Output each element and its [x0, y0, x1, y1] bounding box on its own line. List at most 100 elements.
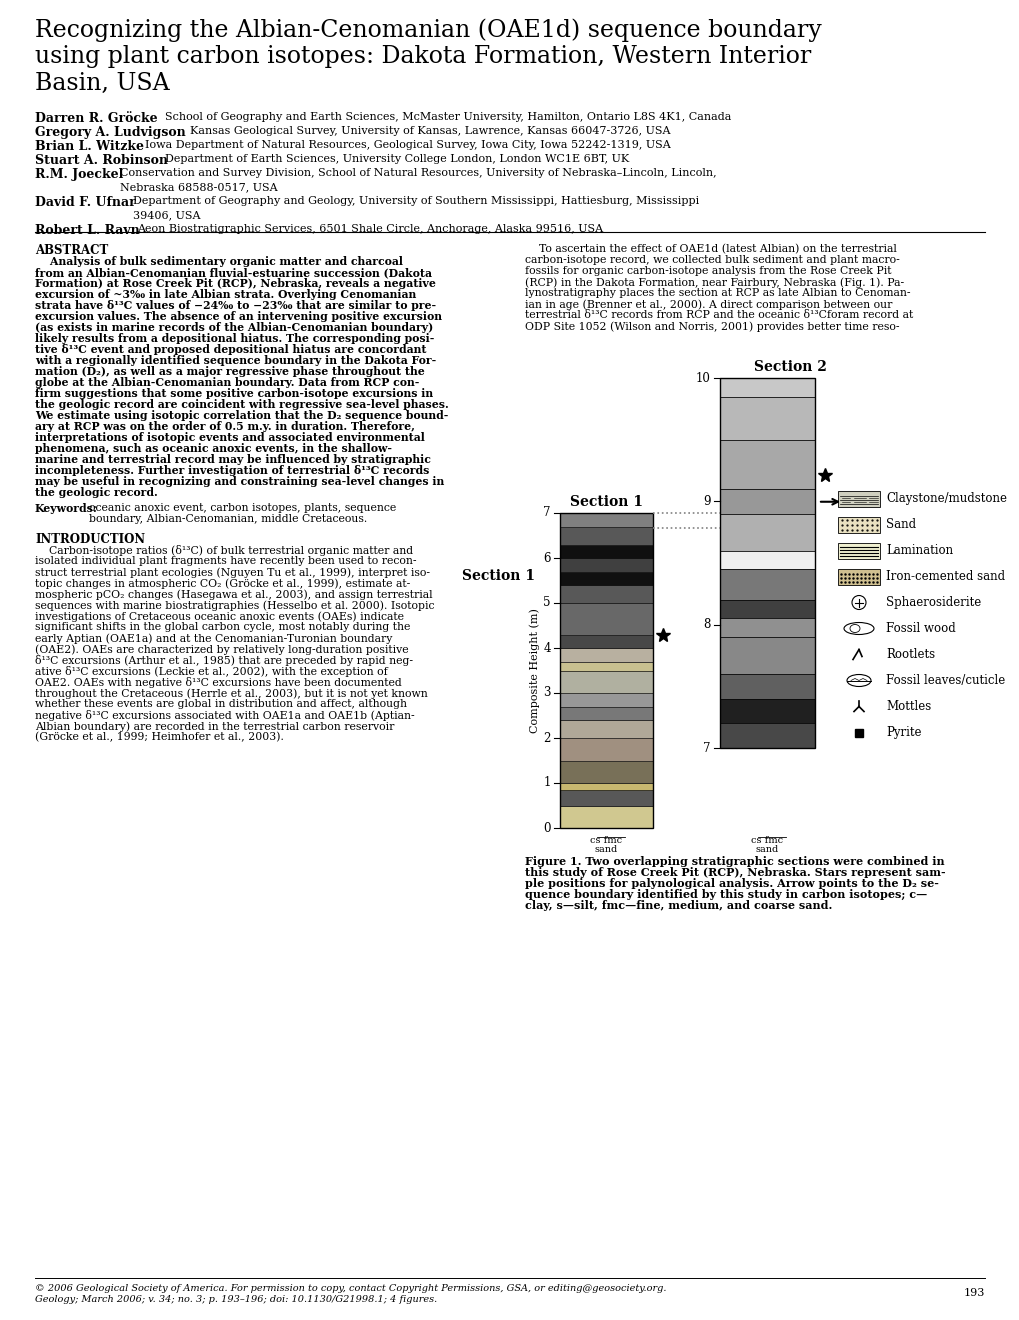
Bar [719, 378, 814, 396]
Bar [559, 527, 652, 544]
Text: Formation) at Rose Creek Pit (RCP), Nebraska, reveals a negative: Formation) at Rose Creek Pit (RCP), Nebr… [35, 279, 435, 289]
Text: INTRODUCTION: INTRODUCTION [35, 533, 145, 546]
Text: Section 2: Section 2 [753, 360, 825, 374]
Text: Section 1: Section 1 [570, 495, 642, 510]
Text: (RCP) in the Dakota Formation, near Fairbury, Nebraska (Fig. 1). Pa-: (RCP) in the Dakota Formation, near Fair… [525, 277, 903, 288]
Bar [719, 396, 814, 440]
Text: using plant carbon isotopes: Dakota Formation, Western Interior: using plant carbon isotopes: Dakota Form… [35, 45, 810, 69]
Bar [719, 378, 814, 748]
Text: mation (D₂), as well as a major regressive phase throughout the: mation (D₂), as well as a major regressi… [35, 366, 424, 378]
Bar [559, 558, 652, 572]
Text: firm suggestions that some positive carbon-isotope excursions in: firm suggestions that some positive carb… [35, 388, 433, 399]
Bar [559, 789, 652, 805]
Text: Mottles: Mottles [886, 700, 930, 713]
Text: δ¹³C excursions (Arthur et al., 1985) that are preceded by rapid neg-: δ¹³C excursions (Arthur et al., 1985) th… [35, 655, 413, 667]
Text: Iowa Department of Natural Resources, Geological Survey, Iowa City, Iowa 52242-1: Iowa Department of Natural Resources, Ge… [145, 140, 671, 150]
Bar [559, 738, 652, 760]
Text: Robert L. Ravn: Robert L. Ravn [35, 224, 140, 238]
Text: throughout the Cretaceous (Herrle et al., 2003), but it is not yet known: throughout the Cretaceous (Herrle et al.… [35, 688, 427, 698]
Text: phenomena, such as oceanic anoxic events, in the shallow-: phenomena, such as oceanic anoxic events… [35, 444, 391, 454]
Bar [719, 550, 814, 569]
Bar [559, 783, 652, 789]
Bar [559, 760, 652, 783]
Bar [559, 693, 652, 706]
Bar [838, 543, 879, 558]
Text: isolated individual plant fragments have recently been used to recon-: isolated individual plant fragments have… [35, 556, 416, 566]
Text: struct terrestrial plant ecologies (Nguyen Tu et al., 1999), interpret iso-: struct terrestrial plant ecologies (Nguy… [35, 568, 430, 578]
Text: boundary, Albian-Cenomanian, middle Cretaceous.: boundary, Albian-Cenomanian, middle Cret… [89, 513, 367, 524]
Text: likely results from a depositional hiatus. The corresponding posi-: likely results from a depositional hiatu… [35, 333, 434, 345]
Text: incompleteness. Further investigation of terrestrial δ¹³C records: incompleteness. Further investigation of… [35, 465, 429, 477]
Text: 5: 5 [543, 597, 550, 610]
Text: 1: 1 [543, 776, 550, 789]
Text: Conservation and Survey Division, School of Natural Resources, University of Neb: Conservation and Survey Division, School… [120, 168, 716, 178]
Text: ABSTRACT: ABSTRACT [35, 244, 108, 257]
Bar [559, 706, 652, 719]
Text: fossils for organic carbon-isotope analysis from the Rose Creek Pit: fossils for organic carbon-isotope analy… [525, 267, 891, 276]
Text: strata have δ¹³C values of −24‰ to −23‰ that are similar to pre-: strata have δ¹³C values of −24‰ to −23‰ … [35, 300, 436, 312]
Text: Sand: Sand [886, 517, 915, 531]
Text: 3: 3 [543, 686, 550, 700]
Text: carbon-isotope record, we collected bulk sediment and plant macro-: carbon-isotope record, we collected bulk… [525, 255, 899, 265]
Text: Basin, USA: Basin, USA [35, 73, 169, 95]
Bar [559, 544, 652, 558]
Text: clay, s—silt, fmc—fine, medium, and coarse sand.: clay, s—silt, fmc—fine, medium, and coar… [525, 900, 832, 911]
Text: 4: 4 [543, 642, 550, 655]
Text: Lamination: Lamination [886, 544, 952, 557]
Text: Fossil wood: Fossil wood [886, 622, 955, 635]
Text: excursion of ~3‰ in late Albian strata. Overlying Cenomanian: excursion of ~3‰ in late Albian strata. … [35, 289, 416, 300]
Bar [719, 619, 814, 638]
Text: 6: 6 [543, 552, 550, 565]
Bar [559, 513, 652, 527]
Text: Sphaerosiderite: Sphaerosiderite [886, 597, 980, 609]
Text: 10: 10 [695, 371, 710, 384]
Text: sand: sand [594, 845, 618, 854]
Ellipse shape [843, 623, 873, 635]
Text: Aeon Biostratigraphic Services, 6501 Shale Circle, Anchorage, Alaska 99516, USA: Aeon Biostratigraphic Services, 6501 Sha… [137, 224, 602, 234]
Text: Kansas Geological Survey, University of Kansas, Lawrence, Kansas 66047-3726, USA: Kansas Geological Survey, University of … [190, 125, 669, 136]
Text: tive δ¹³C event and proposed depositional hiatus are concordant: tive δ¹³C event and proposed depositiona… [35, 345, 426, 355]
Circle shape [851, 595, 865, 610]
Text: topic changes in atmospheric CO₂ (Gröcke et al., 1999), estimate at-: topic changes in atmospheric CO₂ (Gröcke… [35, 578, 410, 589]
Bar [719, 569, 814, 601]
Text: Stuart A. Robinson: Stuart A. Robinson [35, 154, 168, 168]
Bar [719, 638, 814, 675]
Text: Nebraska 68588-0517, USA: Nebraska 68588-0517, USA [120, 182, 277, 191]
Text: the geologic record are coincident with regressive sea-level phases.: the geologic record are coincident with … [35, 399, 448, 411]
Text: Keywords:: Keywords: [35, 503, 98, 513]
Text: Department of Earth Sciences, University College London, London WC1E 6BT, UK: Department of Earth Sciences, University… [165, 154, 629, 164]
Bar [559, 635, 652, 648]
Text: lynostratigraphy places the section at RCP as late Albian to Cenoman-: lynostratigraphy places the section at R… [525, 288, 910, 298]
Bar [559, 513, 652, 828]
Text: investigations of Cretaceous oceanic anoxic events (OAEs) indicate: investigations of Cretaceous oceanic ano… [35, 611, 404, 622]
Bar [559, 603, 652, 635]
Text: Albian boundary) are recorded in the terrestrial carbon reservoir: Albian boundary) are recorded in the ter… [35, 721, 394, 731]
Text: globe at the Albian-Cenomanian boundary. Data from RCP con-: globe at the Albian-Cenomanian boundary.… [35, 378, 419, 388]
Text: ian in age (Brenner et al., 2000). A direct comparison between our: ian in age (Brenner et al., 2000). A dir… [525, 300, 892, 310]
Text: the geologic record.: the geologic record. [35, 487, 158, 498]
Bar [719, 488, 814, 513]
Text: from an Albian-Cenomanian fluvial-estuarine succession (Dakota: from an Albian-Cenomanian fluvial-estuar… [35, 267, 432, 279]
Text: Claystone/mudstone: Claystone/mudstone [886, 492, 1006, 506]
Text: Recognizing the Albian-Cenomanian (OAE1d) sequence boundary: Recognizing the Albian-Cenomanian (OAE1d… [35, 18, 821, 41]
Text: Geology; March 2006; v. 34; no. 3; p. 193–196; doi: 10.1130/G21998.1; 4 figures.: Geology; March 2006; v. 34; no. 3; p. 19… [35, 1295, 437, 1304]
Text: (Gröcke et al., 1999; Heimhofer et al., 2003).: (Gröcke et al., 1999; Heimhofer et al., … [35, 733, 283, 742]
Bar [838, 516, 879, 532]
Text: interpretations of isotopic events and associated environmental: interpretations of isotopic events and a… [35, 432, 425, 444]
Text: mospheric pCO₂ changes (Hasegawa et al., 2003), and assign terrestrial: mospheric pCO₂ changes (Hasegawa et al.,… [35, 589, 432, 599]
Text: oceanic anoxic event, carbon isotopes, plants, sequence: oceanic anoxic event, carbon isotopes, p… [89, 503, 395, 513]
Ellipse shape [849, 624, 859, 632]
Text: David F. Ufnar: David F. Ufnar [35, 195, 136, 209]
Text: Department of Geography and Geology, University of Southern Mississippi, Hatties: Department of Geography and Geology, Uni… [132, 195, 699, 206]
Text: 39406, USA: 39406, USA [132, 210, 201, 220]
Text: 0: 0 [543, 821, 550, 834]
Text: ative δ¹³C excursions (Leckie et al., 2002), with the exception of: ative δ¹³C excursions (Leckie et al., 20… [35, 667, 387, 677]
Text: significant shifts in the global carbon cycle, most notably during the: significant shifts in the global carbon … [35, 622, 410, 632]
Text: ple positions for palynological analysis. Arrow points to the D₂ se-: ple positions for palynological analysis… [525, 878, 937, 888]
Text: Carbon-isotope ratios (δ¹³C) of bulk terrestrial organic matter and: Carbon-isotope ratios (δ¹³C) of bulk ter… [35, 545, 413, 556]
Text: © 2006 Geological Society of America. For permission to copy, contact Copyright : © 2006 Geological Society of America. Fo… [35, 1284, 665, 1294]
Bar [559, 805, 652, 828]
Text: 193: 193 [963, 1288, 984, 1298]
Text: Analysis of bulk sedimentary organic matter and charcoal: Analysis of bulk sedimentary organic mat… [35, 256, 403, 267]
Text: 9: 9 [703, 495, 710, 508]
